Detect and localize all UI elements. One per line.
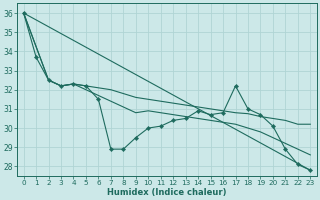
X-axis label: Humidex (Indice chaleur): Humidex (Indice chaleur) xyxy=(107,188,227,197)
